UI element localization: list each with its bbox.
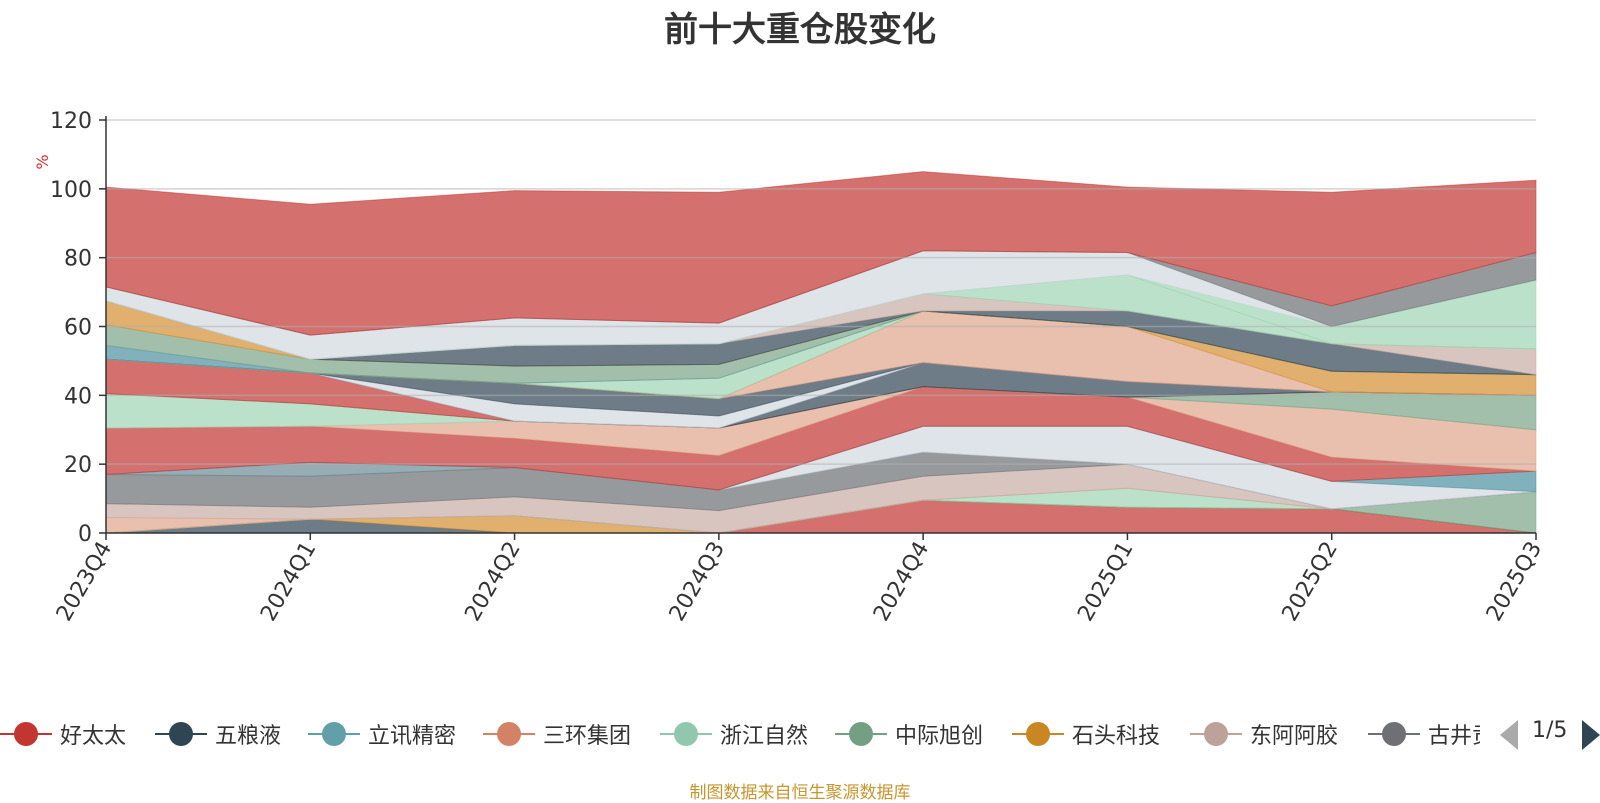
area-series-layer bbox=[105, 171, 1537, 534]
legend-marker bbox=[155, 719, 207, 749]
x-tick-label: 2023Q4 bbox=[52, 538, 117, 626]
legend-prev-page-button[interactable] bbox=[1500, 720, 1518, 750]
chart-title: 前十大重仓股变化 bbox=[664, 10, 936, 50]
legend-marker bbox=[1190, 719, 1242, 749]
legend-item[interactable]: 三环集团 bbox=[483, 716, 631, 752]
legend-item[interactable]: 浙江自然 bbox=[660, 716, 808, 752]
legend-label: 立讯精密 bbox=[368, 724, 457, 749]
legend-label: 东阿阿胶 bbox=[1250, 724, 1339, 749]
x-tick-label: 2024Q3 bbox=[665, 538, 730, 626]
legend-marker bbox=[1368, 719, 1420, 749]
legend-item[interactable]: 古井贡酒 bbox=[1368, 716, 1480, 752]
legend-next-page-button[interactable] bbox=[1582, 720, 1600, 750]
legend-item[interactable]: 立讯精密 bbox=[308, 716, 456, 752]
y-tick-label: 0 bbox=[78, 522, 92, 547]
x-tick-label: 2024Q2 bbox=[460, 538, 525, 626]
legend-marker bbox=[660, 719, 712, 749]
legend-label: 中际旭创 bbox=[895, 724, 984, 749]
legend-label: 五粮液 bbox=[215, 724, 282, 749]
legend-marker bbox=[483, 719, 535, 749]
y-tick-label: 60 bbox=[64, 316, 92, 341]
legend-item[interactable]: 石头科技 bbox=[1012, 716, 1160, 752]
y-tick-label: 100 bbox=[50, 178, 92, 203]
chart-plot: 0 20 40 60 80 100 120 2023Q4 2024Q1 2024Q2 2024Q3 2… bbox=[33, 109, 1547, 626]
legend-page-indicator: 1/5 bbox=[1532, 718, 1568, 743]
legend-marker bbox=[308, 719, 360, 749]
grid-lines bbox=[106, 119, 1536, 465]
x-tick-label: 2025Q3 bbox=[1482, 538, 1547, 626]
y-tick-label: 120 bbox=[50, 109, 92, 134]
area-band bbox=[105, 171, 1537, 336]
y-axis-label: % bbox=[33, 154, 52, 169]
legend-item[interactable]: 好太太 bbox=[0, 716, 126, 752]
legend-marker bbox=[835, 719, 887, 749]
legend-label: 好太太 bbox=[60, 724, 127, 749]
x-tick-label: 2024Q4 bbox=[869, 538, 934, 626]
legend-item[interactable]: 中际旭创 bbox=[835, 716, 983, 752]
y-tick-label: 40 bbox=[64, 384, 92, 409]
x-tick-label: 2025Q1 bbox=[1073, 538, 1138, 626]
y-tick-label: 80 bbox=[64, 247, 92, 272]
legend-label: 三环集团 bbox=[543, 724, 632, 749]
source-note: 制图数据来自恒生聚源数据库 bbox=[689, 783, 911, 803]
legend-label: 浙江自然 bbox=[720, 724, 809, 749]
legend-item[interactable]: 东阿阿胶 bbox=[1190, 716, 1338, 752]
x-tick-label: 2024Q1 bbox=[256, 538, 321, 626]
legend-marker bbox=[0, 719, 52, 749]
legend-pager: 1/5 bbox=[1500, 716, 1600, 752]
y-tick-label: 20 bbox=[64, 453, 92, 478]
legend-marker bbox=[1012, 719, 1064, 749]
legend: 好太太 五粮液 立讯精密 三环集团 浙江自然 中际旭创 石头科技 东阿阿胶 古井贡酒 bbox=[0, 716, 1600, 752]
legend-items: 好太太 五粮液 立讯精密 三环集团 浙江自然 中际旭创 石头科技 东阿阿胶 古井贡酒 bbox=[0, 716, 1480, 752]
legend-label: 石头科技 bbox=[1072, 724, 1161, 749]
legend-label: 古井贡酒 bbox=[1428, 724, 1480, 749]
x-tick-label: 2025Q2 bbox=[1278, 538, 1343, 626]
legend-item[interactable]: 五粮液 bbox=[155, 716, 281, 752]
